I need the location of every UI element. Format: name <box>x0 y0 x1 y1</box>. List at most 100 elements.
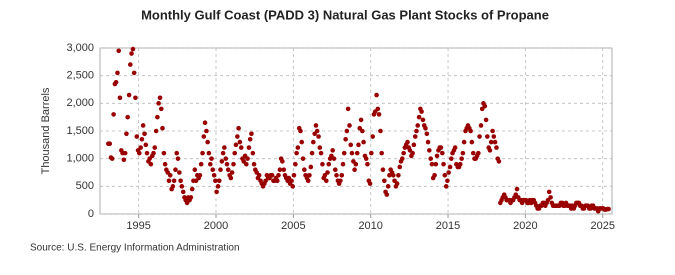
data-point <box>356 142 361 148</box>
y-tick-label: 2,500 <box>66 70 94 82</box>
data-point <box>290 184 296 189</box>
data-point <box>204 128 209 134</box>
data-point <box>281 167 287 173</box>
data-point <box>295 145 301 150</box>
x-tick-label: 2020 <box>513 220 537 232</box>
data-point <box>396 172 401 178</box>
data-point <box>124 131 129 137</box>
data-point <box>111 112 116 117</box>
x-tick-label: 2015 <box>436 220 460 232</box>
data-point <box>210 167 216 173</box>
data-point <box>487 148 493 153</box>
y-axis-label: Thousand Barrels <box>40 87 52 174</box>
data-point <box>461 139 467 145</box>
data-point <box>134 134 140 139</box>
data-point <box>209 156 214 161</box>
data-point <box>318 150 324 156</box>
data-point <box>385 184 391 189</box>
data-point <box>109 156 115 161</box>
data-point <box>345 106 351 112</box>
data-point <box>424 131 430 137</box>
data-point <box>189 186 195 192</box>
data-point <box>269 172 275 178</box>
data-point <box>229 170 235 175</box>
data-point <box>433 161 439 167</box>
data-point <box>280 159 285 164</box>
data-point <box>256 172 262 178</box>
data-point <box>397 164 403 170</box>
data-point <box>414 128 419 134</box>
data-point <box>483 117 489 123</box>
data-point <box>339 172 345 178</box>
data-point <box>320 161 325 167</box>
data-point <box>129 51 134 56</box>
data-point <box>382 178 387 184</box>
data-point <box>496 159 502 164</box>
data-point <box>416 114 422 120</box>
data-point <box>427 148 432 153</box>
data-point <box>205 139 210 145</box>
data-point <box>394 181 400 186</box>
data-point <box>305 178 311 184</box>
data-point <box>477 134 482 139</box>
data-point <box>324 178 329 184</box>
data-point <box>492 139 498 145</box>
data-point <box>442 172 448 178</box>
data-point <box>374 92 379 98</box>
data-point <box>332 167 338 173</box>
data-point <box>117 95 123 101</box>
source-note: Source: U.S. Energy Information Administ… <box>30 243 240 254</box>
data-point <box>452 145 458 150</box>
data-point <box>216 178 222 184</box>
data-point <box>419 109 424 114</box>
data-point <box>113 80 119 85</box>
data-point <box>167 172 173 178</box>
data-point <box>330 148 335 153</box>
data-point <box>276 172 281 178</box>
data-point <box>244 161 249 167</box>
data-point <box>434 153 440 159</box>
data-point <box>180 189 186 195</box>
data-point <box>311 139 316 145</box>
data-point <box>144 150 150 156</box>
data-point <box>470 150 476 156</box>
data-point <box>482 103 488 109</box>
data-point <box>133 95 138 101</box>
data-point <box>369 150 374 156</box>
data-point <box>131 70 137 76</box>
data-point <box>107 141 113 147</box>
data-point <box>410 150 415 156</box>
data-point <box>214 189 219 195</box>
data-point <box>245 156 250 161</box>
data-point <box>152 145 158 150</box>
data-point <box>162 161 168 167</box>
data-point <box>334 172 339 178</box>
data-point <box>291 172 297 178</box>
data-point <box>198 161 204 167</box>
data-point <box>468 128 473 134</box>
data-point <box>293 161 298 167</box>
data-point <box>460 150 466 156</box>
data-point <box>202 120 208 125</box>
data-point <box>459 156 464 161</box>
data-point <box>354 150 360 156</box>
data-point <box>514 186 520 192</box>
data-point <box>341 150 347 156</box>
data-point <box>211 172 217 178</box>
data-point <box>213 178 218 184</box>
data-point <box>156 101 161 106</box>
data-point <box>171 178 177 184</box>
data-point <box>325 170 330 175</box>
y-tick-label: 2,000 <box>66 97 94 109</box>
data-point <box>343 137 348 142</box>
data-point <box>308 164 314 170</box>
data-point <box>367 181 373 186</box>
data-point <box>494 145 499 150</box>
data-point <box>347 123 352 128</box>
data-point <box>457 161 463 167</box>
data-point <box>352 167 357 173</box>
data-point <box>606 206 611 212</box>
y-tick-label: 0 <box>88 208 94 220</box>
data-point <box>237 139 243 145</box>
